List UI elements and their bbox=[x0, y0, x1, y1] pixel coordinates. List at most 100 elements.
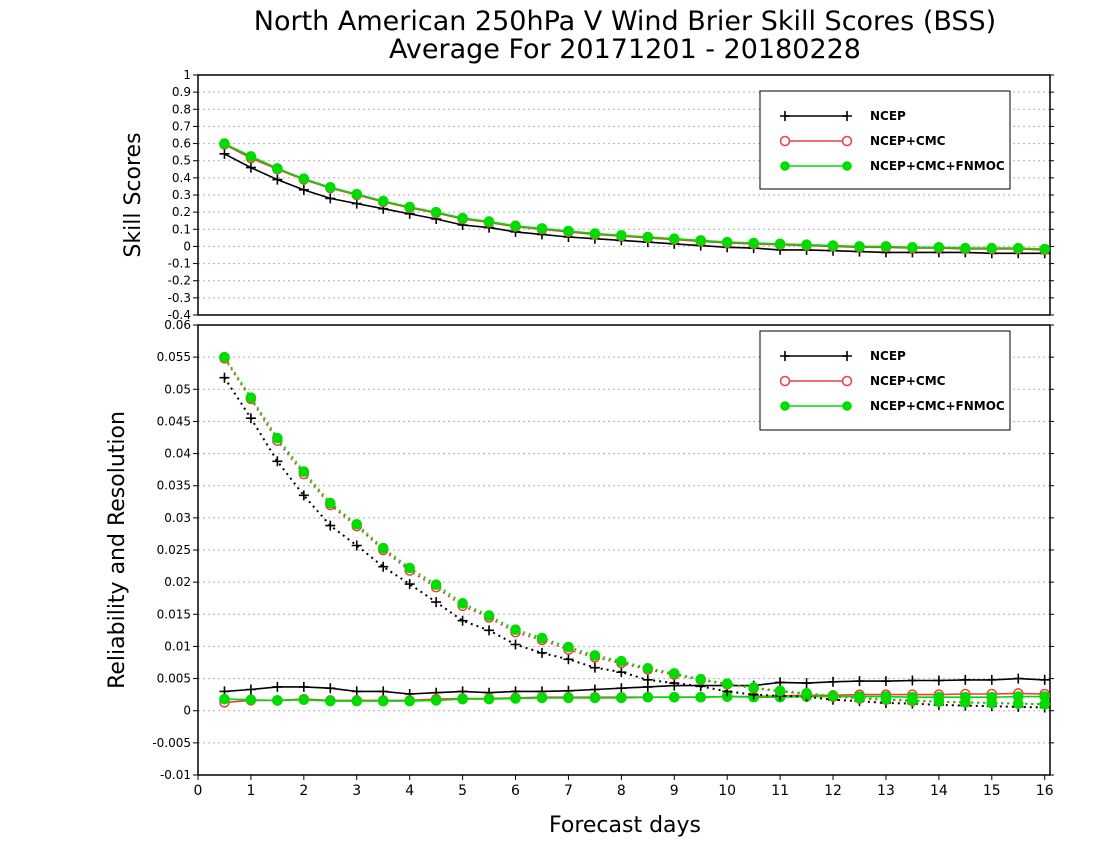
x-tick-label: 5 bbox=[458, 783, 467, 799]
point-ncep-cmc-fnmoc-resolution bbox=[483, 610, 495, 621]
point-ncep-cmc-fnmoc bbox=[748, 237, 759, 249]
point-ncep-cmc-fnmoc-reliability bbox=[430, 695, 442, 706]
point-ncep-cmc-fnmoc bbox=[668, 233, 680, 245]
point-ncep-cmc-fnmoc-reliability bbox=[377, 695, 389, 707]
point-ncep-cmc-fnmoc-resolution bbox=[377, 542, 389, 554]
legend-marker bbox=[842, 111, 852, 121]
legend-label: NCEP+CMC+FNMOC bbox=[870, 159, 1005, 173]
point-ncep-cmc-fnmoc bbox=[298, 173, 310, 185]
point-ncep-cmc-fnmoc bbox=[721, 236, 733, 248]
point-ncep-cmc-fnmoc-resolution bbox=[721, 678, 733, 690]
point-ncep-cmc-fnmoc-reliability bbox=[536, 692, 548, 704]
y-tick-label: -0.1 bbox=[168, 257, 191, 271]
legend-label: NCEP+CMC+FNMOC bbox=[870, 399, 1005, 413]
point-ncep-cmc-fnmoc bbox=[272, 163, 283, 174]
point-ncep-resolution bbox=[351, 540, 362, 551]
point-ncep-cmc-fnmoc-reliability bbox=[457, 693, 468, 705]
y-tick-label: 0.05 bbox=[164, 382, 191, 396]
y-tick-label: 0.06 bbox=[164, 318, 191, 332]
point-ncep-cmc-fnmoc bbox=[1012, 242, 1024, 254]
point-ncep-cmc-fnmoc-resolution bbox=[827, 690, 839, 702]
y-tick-label: 0.7 bbox=[172, 119, 191, 133]
y-tick-label: 0.6 bbox=[172, 137, 191, 151]
point-ncep-reliability bbox=[272, 681, 283, 692]
point-ncep-cmc-fnmoc bbox=[1039, 243, 1050, 255]
point-ncep bbox=[272, 174, 283, 185]
point-ncep-resolution bbox=[536, 647, 547, 658]
point-ncep-cmc-fnmoc-resolution bbox=[430, 579, 442, 591]
point-ncep-cmc-fnmoc-resolution bbox=[324, 497, 336, 509]
x-tick-label: 4 bbox=[405, 783, 414, 799]
point-ncep-cmc-fnmoc-resolution bbox=[986, 697, 998, 709]
point-ncep-resolution bbox=[457, 615, 468, 626]
y-tick-label: 1 bbox=[183, 68, 191, 82]
x-tick-label: 13 bbox=[877, 783, 895, 799]
point-ncep-cmc-fnmoc bbox=[351, 188, 363, 200]
point-ncep-reliability bbox=[351, 686, 362, 697]
y-tick-label: 0.045 bbox=[157, 414, 191, 428]
point-ncep-cmc-fnmoc bbox=[907, 241, 918, 253]
x-tick-label: 0 bbox=[194, 783, 203, 799]
point-ncep-cmc-fnmoc-resolution bbox=[245, 392, 257, 403]
point-ncep-cmc-fnmoc-resolution bbox=[748, 682, 759, 693]
point-ncep-cmc-fnmoc-resolution bbox=[642, 662, 654, 674]
point-ncep-reliability bbox=[1013, 673, 1024, 684]
point-ncep-reliability bbox=[1039, 674, 1050, 685]
point-ncep-cmc-fnmoc bbox=[801, 239, 812, 251]
point-ncep-cmc-fnmoc-reliability bbox=[668, 691, 680, 703]
legend-marker bbox=[780, 111, 790, 121]
x-tick-label: 12 bbox=[824, 783, 842, 799]
point-ncep-cmc-fnmoc-reliability bbox=[510, 693, 521, 704]
x-tick-label: 6 bbox=[511, 783, 520, 799]
point-ncep-cmc-fnmoc-reliability bbox=[616, 692, 627, 704]
top-panel-ylabel: Skill Scores bbox=[121, 132, 146, 257]
legend: NCEP NCEP+CMC NCEP+CMC+FNMOC bbox=[759, 330, 1011, 431]
point-ncep-resolution bbox=[298, 490, 309, 501]
point-ncep-cmc-fnmoc-reliability bbox=[589, 692, 601, 704]
legend-label: NCEP bbox=[870, 109, 906, 123]
point-ncep-cmc-fnmoc bbox=[510, 220, 521, 232]
y-tick-label: 0.5 bbox=[172, 154, 191, 168]
point-ncep-resolution bbox=[431, 597, 442, 608]
x-axis-label: Forecast days bbox=[549, 813, 701, 838]
series-group bbox=[219, 138, 1050, 259]
point-ncep-reliability bbox=[801, 678, 812, 689]
y-tick-label: 0.8 bbox=[172, 102, 191, 116]
series-group bbox=[219, 351, 1050, 713]
legend-marker bbox=[779, 375, 791, 387]
point-ncep-cmc-fnmoc-reliability bbox=[483, 693, 495, 705]
point-ncep-cmc-fnmoc bbox=[457, 212, 468, 224]
point-ncep-cmc-fnmoc-reliability bbox=[695, 691, 707, 703]
y-tick-label: 0.03 bbox=[164, 511, 191, 525]
point-ncep-resolution bbox=[378, 561, 389, 572]
point-ncep-cmc-fnmoc-resolution bbox=[907, 695, 918, 706]
point-ncep-cmc-fnmoc bbox=[483, 216, 495, 227]
point-ncep-cmc-fnmoc-reliability bbox=[298, 694, 310, 706]
point-ncep-cmc-fnmoc bbox=[563, 225, 574, 237]
point-ncep-cmc-fnmoc-resolution bbox=[668, 668, 680, 679]
point-ncep-reliability bbox=[986, 674, 997, 685]
point-ncep-cmc-fnmoc bbox=[324, 181, 336, 193]
point-ncep-cmc-fnmoc bbox=[430, 206, 442, 218]
point-ncep-cmc-fnmoc bbox=[827, 240, 839, 251]
point-ncep-cmc-fnmoc-resolution bbox=[351, 518, 363, 530]
legend-label: NCEP+CMC bbox=[870, 374, 946, 388]
y-tick-label: 0.1 bbox=[172, 222, 191, 236]
legend-marker bbox=[842, 161, 852, 171]
legend-marker bbox=[841, 135, 853, 147]
y-tick-label: -0.01 bbox=[160, 768, 191, 782]
point-ncep-cmc-fnmoc bbox=[986, 242, 998, 254]
point-ncep-resolution bbox=[563, 654, 574, 665]
legend-marker bbox=[780, 161, 790, 171]
x-tick-label: 10 bbox=[718, 783, 736, 799]
y-tick-label: 0.005 bbox=[157, 672, 191, 686]
legend-marker bbox=[780, 401, 790, 411]
y-tick-label: 0.01 bbox=[164, 639, 191, 653]
y-tick-label: 0.2 bbox=[172, 205, 191, 219]
point-ncep-cmc-fnmoc-resolution bbox=[219, 351, 230, 363]
point-ncep bbox=[245, 162, 256, 173]
point-ncep-cmc-fnmoc bbox=[880, 241, 892, 252]
x-tick-label: 9 bbox=[670, 783, 679, 799]
legend-marker bbox=[780, 351, 790, 361]
